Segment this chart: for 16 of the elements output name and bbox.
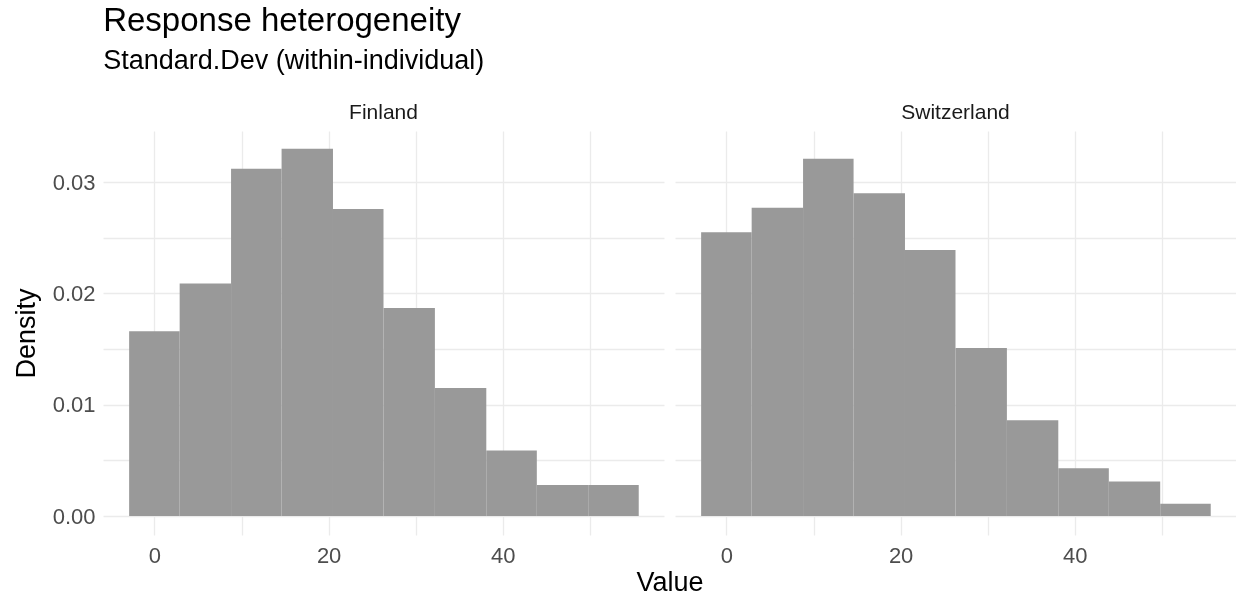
chart-title: Response heterogeneity	[103, 1, 462, 38]
x-tick-label: 20	[316, 542, 342, 568]
y-tick-label: 0.02	[52, 280, 96, 306]
y-tick-label: 0.03	[52, 169, 96, 195]
text: Finland	[349, 100, 418, 123]
x-axis-title: Value	[636, 566, 704, 597]
y-axis-title: Density	[10, 287, 41, 379]
y-tick-label: 0.00	[52, 503, 96, 529]
x-tick-label: 20	[888, 542, 914, 568]
y-tick-label: 0.01	[52, 392, 96, 418]
chart-subtitle: Standard.Dev (within-individual)	[103, 45, 485, 75]
x-tick-label: 40	[491, 542, 516, 568]
x-tick-label: 0	[148, 542, 162, 568]
x-tick-label: 0	[720, 542, 734, 568]
text: Switzerland	[901, 100, 1010, 123]
x-tick-label: 40	[1063, 542, 1088, 568]
